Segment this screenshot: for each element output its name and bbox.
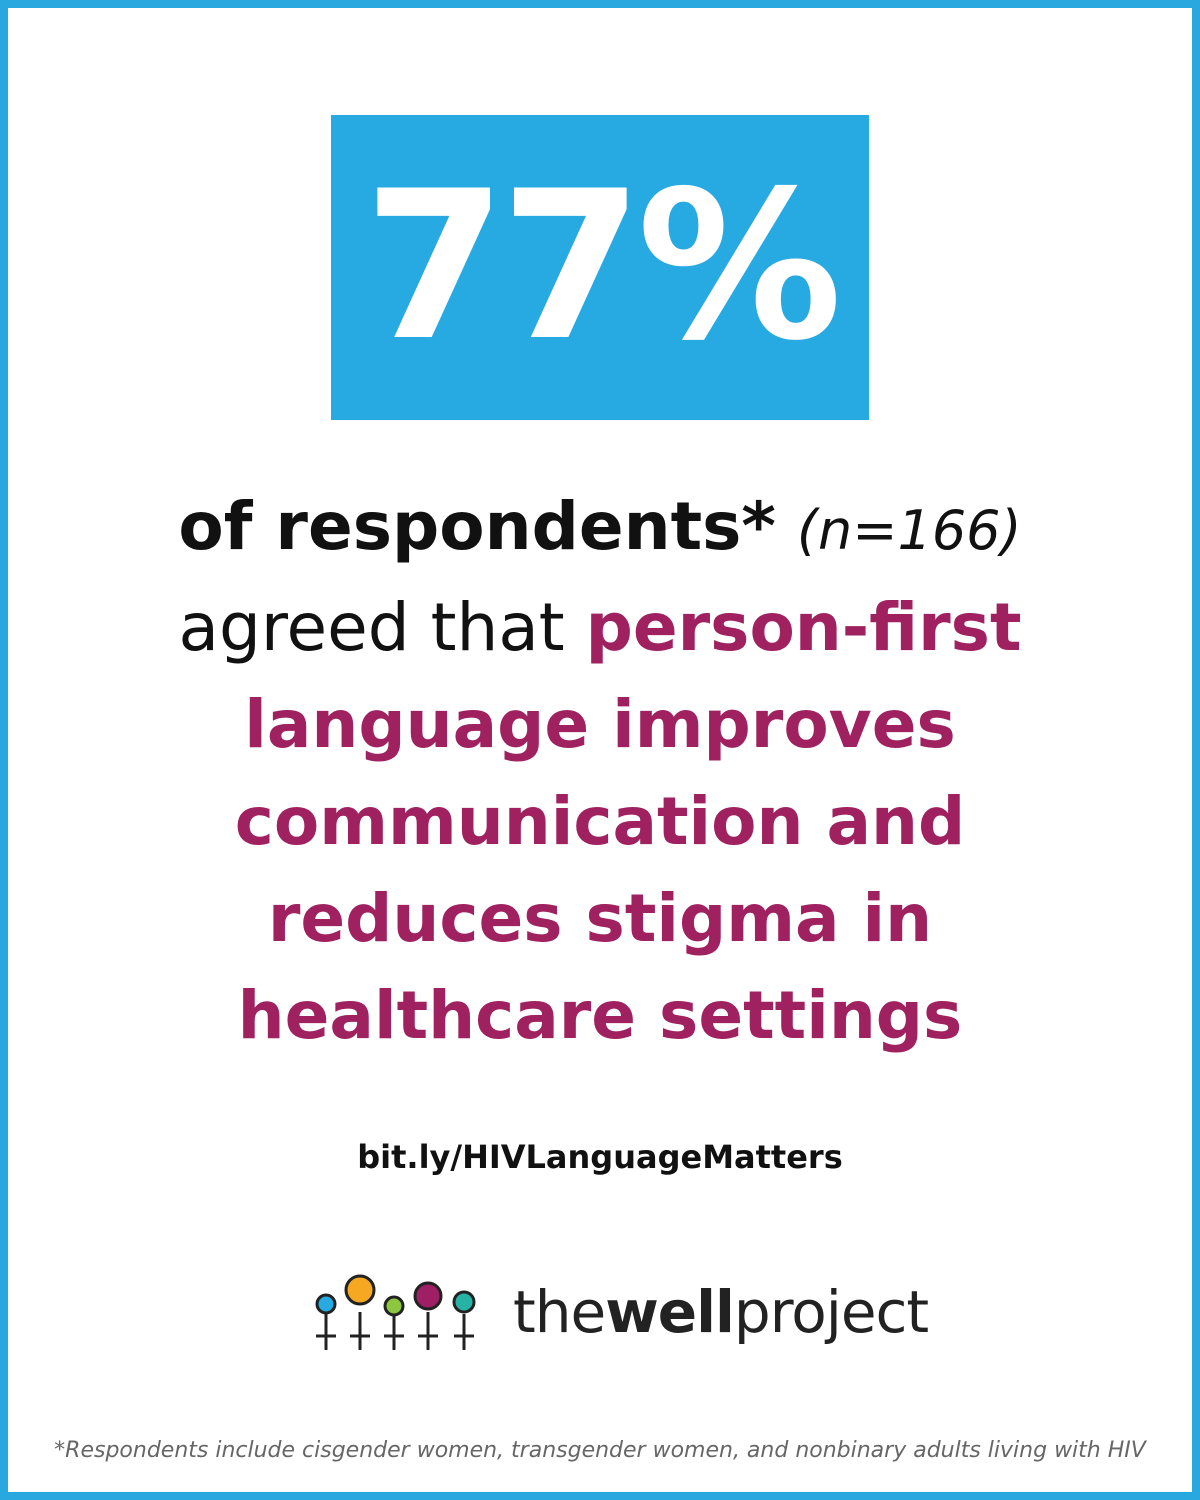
highlight: language improves [244, 686, 956, 763]
highlight: person-first [585, 589, 1022, 666]
footnote: *Respondents include cisgender women, tr… [54, 1438, 1146, 1463]
logo-text: thewellproject [513, 1278, 929, 1346]
sample-size: (n=166) [796, 499, 1022, 562]
agreed: agreed that [178, 589, 565, 666]
logo-icon [315, 1274, 476, 1350]
logo-the: the [513, 1278, 606, 1346]
highlight: reduces stigma in [267, 880, 933, 957]
link: bit.ly/HIVLanguageMatters [357, 1138, 843, 1176]
logo-project: project [733, 1278, 929, 1346]
highlight: healthcare settings [237, 977, 963, 1054]
respondents: of respondents* [178, 488, 776, 565]
headline-stat: 77% [331, 115, 869, 420]
highlight: communication and [234, 783, 966, 860]
logo-well: well [605, 1278, 735, 1346]
statement: of respondents* (n=166) agreed that pers… [68, 478, 1132, 1064]
